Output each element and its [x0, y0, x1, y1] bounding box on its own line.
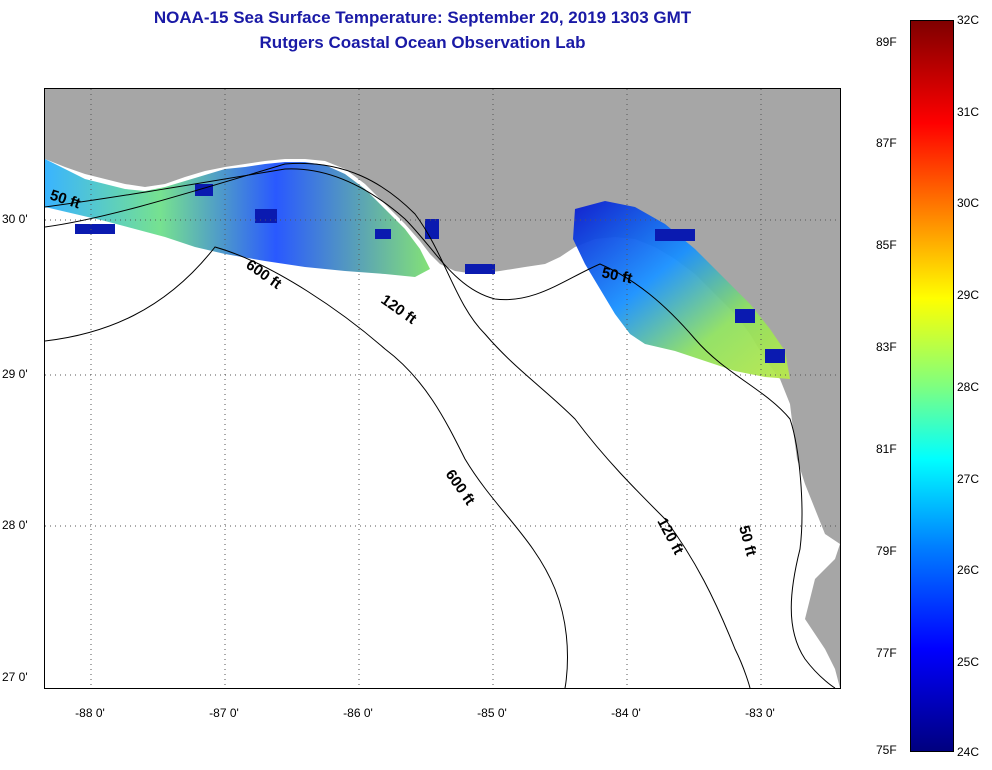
lat-label-30: 30 0' — [2, 212, 28, 226]
lon-label-83: -83 0' — [745, 706, 775, 720]
contour-label-600ft-south: 600 ft — [442, 467, 478, 509]
bathymetry-contours — [45, 162, 836, 688]
colorbar-label-27c: 27C — [957, 472, 980, 486]
map-frame: 50 ft 600 ft 120 ft 50 ft 600 ft 120 ft … — [44, 88, 841, 689]
lon-label-85: -85 0' — [477, 706, 507, 720]
florida-coast — [805, 544, 840, 688]
colorbar-label-28c: 28C — [957, 380, 980, 394]
colorbar-label-87f: 87F — [876, 136, 897, 150]
colorbar-label-24c: 24C — [957, 745, 980, 759]
colorbar-label-81f: 81F — [876, 442, 897, 456]
contour-120ft — [45, 162, 751, 688]
contour-label-120ft-north: 120 ft — [378, 291, 420, 327]
colorbar-label-29c: 29C — [957, 288, 980, 302]
map-canvas: 50 ft 600 ft 120 ft 50 ft 600 ft 120 ft … — [45, 89, 840, 688]
land-mass — [45, 89, 840, 544]
colorbar-label-83f: 83F — [876, 340, 897, 354]
colorbar-label-30c: 30C — [957, 196, 980, 210]
colorbar-label-25c: 25C — [957, 655, 980, 669]
colorbar-label-79f: 79F — [876, 544, 897, 558]
contour-label-50ft-south: 50 ft — [735, 524, 759, 558]
contour-50ft — [45, 168, 836, 688]
lon-label-86: -86 0' — [343, 706, 373, 720]
lon-label-87: -87 0' — [209, 706, 239, 720]
contour-label-50ft-east: 50 ft — [600, 264, 634, 287]
lat-label-28: 28 0' — [2, 518, 28, 532]
contour-600ft — [45, 246, 568, 688]
contour-label-120ft-south: 120 ft — [653, 515, 686, 558]
colorbar-label-75f: 75F — [876, 743, 897, 757]
lat-label-27: 27 0' — [2, 670, 28, 684]
lon-label-88: -88 0' — [75, 706, 105, 720]
colorbar-label-32c: 32C — [957, 13, 980, 27]
lat-label-29: 29 0' — [2, 367, 28, 381]
colorbar-label-85f: 85F — [876, 238, 897, 252]
map-title: NOAA-15 Sea Surface Temperature: Septemb… — [153, 8, 692, 27]
colorbar-label-89f: 89F — [876, 35, 897, 49]
colorbar-label-31c: 31C — [957, 105, 980, 119]
map-subtitle: Rutgers Coastal Ocean Observation Lab — [259, 33, 586, 52]
temperature-colorbar — [910, 20, 954, 752]
colorbar-label-77f: 77F — [876, 646, 897, 660]
lon-label-84: -84 0' — [611, 706, 641, 720]
sst-west — [45, 159, 430, 277]
colorbar-label-26c: 26C — [957, 563, 980, 577]
sst-east — [573, 201, 790, 379]
